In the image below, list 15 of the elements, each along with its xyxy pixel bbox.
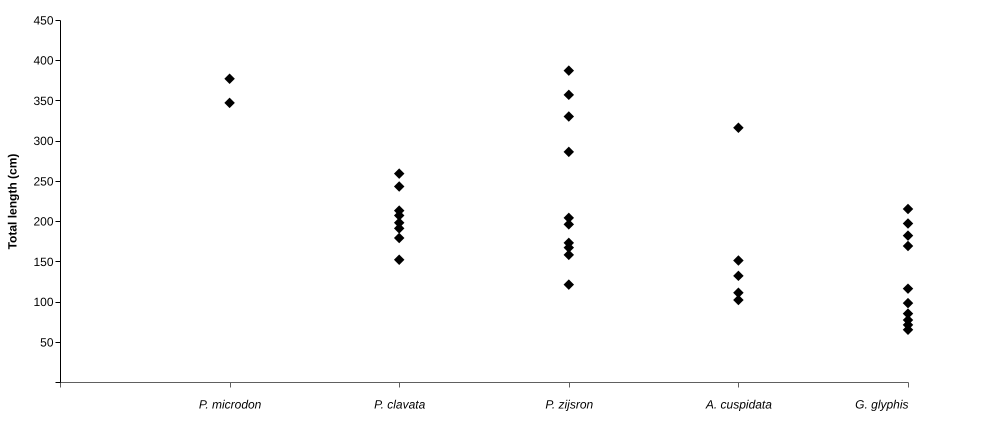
y-tick-label: 450 <box>33 14 54 28</box>
x-tick-label: G. glyphis <box>855 398 908 412</box>
y-tick-label: 200 <box>33 214 54 229</box>
y-axis-title: Total length (cm) <box>5 154 20 250</box>
y-tick-label: 250 <box>33 174 54 188</box>
x-tick-label: P. zijsron <box>545 398 594 412</box>
y-tick-label: 100 <box>33 295 54 310</box>
y-tick-label: 300 <box>33 134 54 148</box>
y-tick-label: 150 <box>33 254 54 269</box>
y-tick-label: 50 <box>40 335 54 350</box>
x-tick-label: P. microdon <box>198 398 262 412</box>
y-tick-label: 350 <box>33 94 54 108</box>
y-tick-label: 400 <box>33 54 54 68</box>
x-tick-label: A. cuspidata <box>704 398 772 412</box>
x-tick-label: P. clavata <box>374 398 426 412</box>
